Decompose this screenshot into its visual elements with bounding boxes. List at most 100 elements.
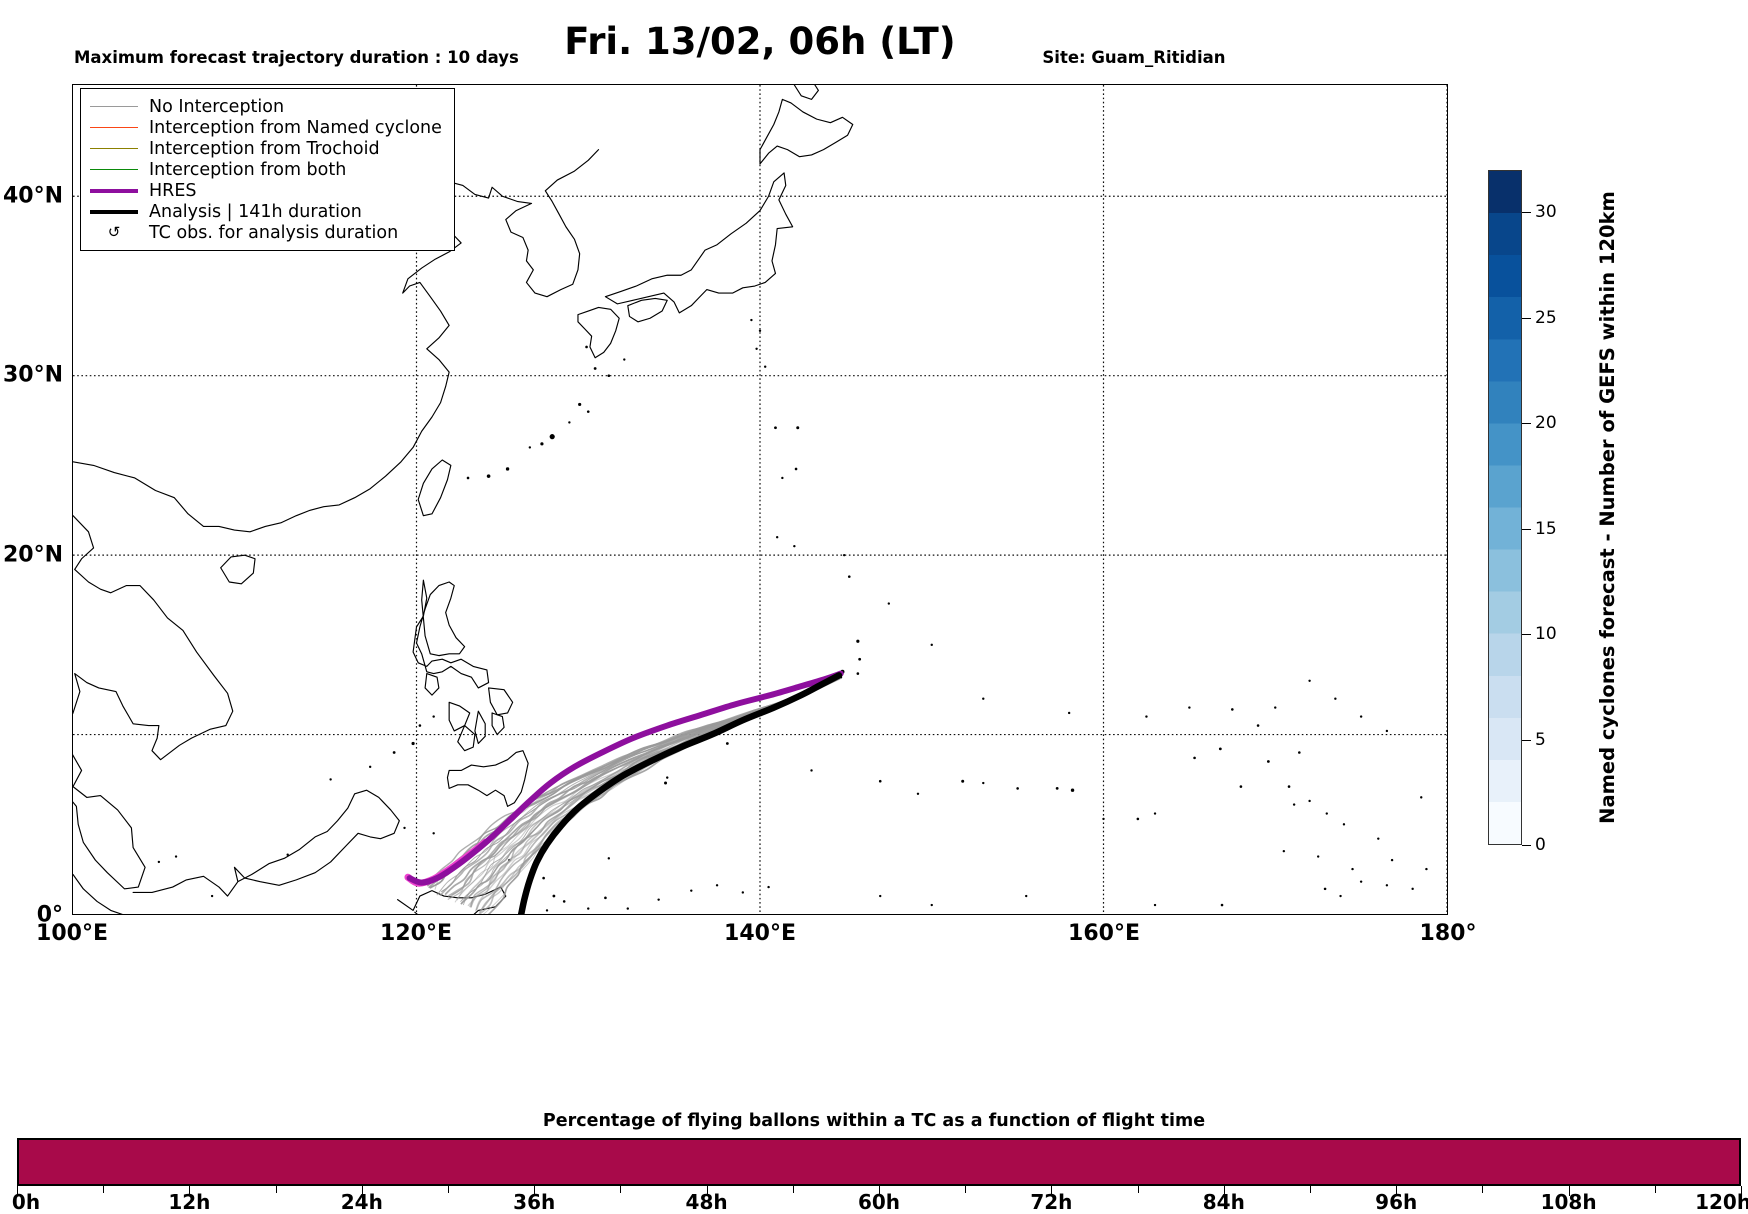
map-canvas <box>73 85 1447 914</box>
island-marker <box>1359 880 1363 883</box>
island-marker <box>1256 724 1260 727</box>
island-marker <box>432 715 435 718</box>
analysis-trajectory-line <box>518 672 843 914</box>
percentage-bar-tick-label: 0h <box>11 1190 41 1214</box>
percentage-bar-tick-mark <box>1654 1186 1656 1193</box>
map-plot-area[interactable] <box>72 84 1448 915</box>
island-marker <box>1339 894 1342 898</box>
island-marker <box>540 442 544 446</box>
island-marker <box>157 860 161 864</box>
percentage-bar-title: Percentage of flying ballons within a TC… <box>542 1111 1206 1131</box>
coastline <box>491 712 505 736</box>
legend-item-5[interactable]: Analysis | 141h duration <box>90 201 442 222</box>
island-marker <box>793 544 796 548</box>
colorbar-tick-label: 15 <box>1535 518 1557 539</box>
percentage-bar-tick-label: 96h <box>1375 1190 1418 1214</box>
island-marker <box>982 781 985 785</box>
legend-item-label: Interception from Trochoid <box>149 138 380 159</box>
coastline <box>488 687 514 716</box>
island-marker <box>1220 903 1224 907</box>
island-marker <box>1334 697 1337 700</box>
island-marker <box>1016 787 1019 790</box>
percentage-bar-axes[interactable] <box>17 1138 1741 1186</box>
x-tick-label: 180° <box>1419 921 1477 946</box>
percentage-bar-tick-mark <box>792 1186 794 1193</box>
island-marker <box>725 742 729 745</box>
island-marker <box>528 446 532 449</box>
percentage-bar-tick-label: 108h <box>1540 1190 1597 1214</box>
island-marker <box>586 410 590 413</box>
colorbar-tick-label: 25 <box>1535 307 1557 328</box>
colorbar-tick-label: 10 <box>1535 624 1557 645</box>
island-marker <box>842 553 846 557</box>
y-tick-label: 40°N <box>2 183 63 209</box>
legend-item-3[interactable]: Interception from both <box>90 159 442 180</box>
island-marker <box>1351 867 1354 871</box>
percentage-bar-tick-mark <box>706 1186 708 1196</box>
island-marker <box>758 329 762 333</box>
legend-item-6[interactable]: ↺ TC obs. for analysis duration <box>90 222 442 243</box>
map-legend[interactable]: No Interception Interception from Named c… <box>80 88 455 251</box>
island-marker <box>878 779 882 783</box>
island-marker <box>781 476 784 480</box>
island-marker <box>568 421 571 424</box>
colorbar-tick <box>1522 739 1531 741</box>
percentage-bar-tick-mark <box>361 1186 363 1196</box>
island-marker <box>466 476 470 480</box>
header-site: Site: Guam_Ritidian <box>1042 48 1226 68</box>
island-marker <box>392 751 396 754</box>
island-marker <box>666 776 669 779</box>
island-marker <box>1067 711 1071 715</box>
colorbar[interactable]: 0 5 10 15 20 25 30 <box>1488 170 1557 855</box>
ensemble-trajectory <box>467 677 841 907</box>
colorbar-gradient <box>1488 170 1522 845</box>
percentage-bar-tick-mark <box>879 1186 880 1196</box>
coastline <box>793 85 819 100</box>
percentage-bar-tick-label: 84h <box>1202 1190 1245 1214</box>
island-marker <box>418 724 422 727</box>
map-gridlines <box>73 85 1447 914</box>
island-marker <box>774 426 777 430</box>
island-marker <box>1385 884 1389 887</box>
percentage-bar-tick-mark <box>534 1186 536 1196</box>
legend-item-2[interactable]: Interception from Trochoid <box>90 138 442 159</box>
island-marker <box>879 894 882 898</box>
legend-item-4[interactable]: HRES <box>90 180 442 201</box>
percentage-bar-tick-mark <box>448 1186 449 1193</box>
colorbar-tick <box>1522 423 1531 425</box>
coastline <box>132 789 400 897</box>
legend-line-swatch <box>90 209 138 214</box>
island-marker <box>368 765 372 769</box>
island-marker <box>930 903 933 907</box>
percentage-bar-tick-mark <box>1137 1186 1139 1193</box>
coastline <box>73 873 123 914</box>
y-tick-label: 0° <box>36 902 63 928</box>
island-marker <box>1292 803 1296 806</box>
island-marker <box>982 697 985 700</box>
island-marker <box>858 657 862 661</box>
coastline <box>73 515 234 890</box>
ensemble-trajectory <box>456 677 841 901</box>
island-marker <box>930 643 933 647</box>
percentage-bar-tick-label: 48h <box>685 1190 728 1214</box>
island-marker <box>505 467 510 471</box>
island-marker <box>741 891 745 894</box>
legend-item-label: No Interception <box>149 96 285 117</box>
hres-trajectory-line <box>406 670 844 886</box>
legend-item-label: Interception from Named cyclone <box>149 117 442 138</box>
legend-item-0[interactable]: No Interception <box>90 96 442 117</box>
island-marker <box>1287 785 1291 788</box>
percentage-bar-tick-mark <box>1482 1186 1484 1193</box>
colorbar-tick <box>1522 634 1531 636</box>
header-left-line-1: Maximum forecast trajectory duration : 1… <box>74 48 519 68</box>
island-marker <box>1266 760 1270 763</box>
island-marker <box>549 434 555 440</box>
island-marker <box>1193 756 1196 760</box>
colorbar-label-text: Named cyclones forecast - Number of GEFS… <box>1595 191 1619 824</box>
island-marker <box>810 769 813 772</box>
island-marker <box>1282 849 1286 853</box>
colorbar-tick <box>1522 317 1531 319</box>
page-title: Fri. 13/02, 06h (LT) <box>564 20 956 63</box>
island-marker <box>794 467 798 471</box>
legend-item-1[interactable]: Interception from Named cyclone <box>90 117 442 138</box>
